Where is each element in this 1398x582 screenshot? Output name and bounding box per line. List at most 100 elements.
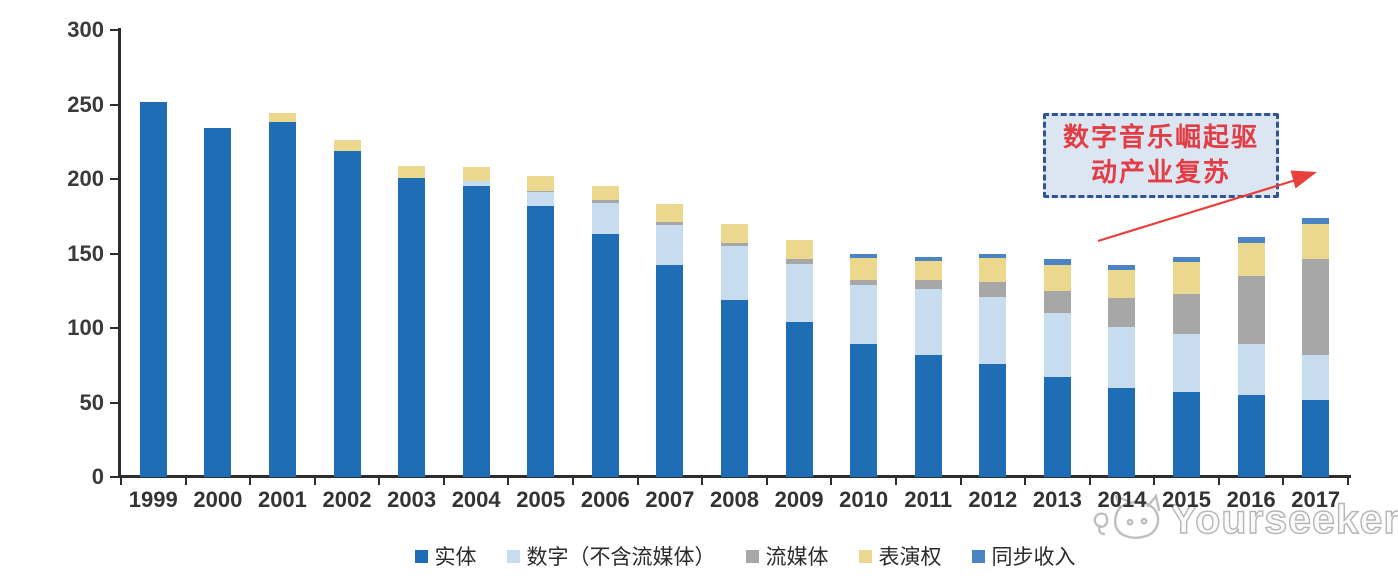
segment-performance-rights <box>462 167 490 181</box>
segment-performance-rights <box>1237 243 1265 276</box>
segment-digital-excl-streaming <box>591 202 619 235</box>
segment-sync-revenue <box>1043 259 1071 266</box>
segment-streaming <box>656 222 684 226</box>
x-axis-label-2006: 2006 <box>580 487 630 512</box>
segment-performance-rights <box>1043 265 1071 291</box>
x-axis-tick <box>894 478 897 485</box>
x-axis-tick <box>830 478 833 485</box>
segment-performance-rights <box>1173 262 1201 294</box>
x-axis-label-2002: 2002 <box>322 487 372 512</box>
legend-item-performance: 表演权 <box>858 541 942 571</box>
segment-streaming <box>527 190 555 193</box>
x-axis-tick <box>1088 478 1091 485</box>
bar-2012 <box>979 253 1007 477</box>
segment-performance-rights <box>1108 269 1136 299</box>
segment-sync-revenue <box>1108 265 1136 270</box>
legend-label: 实体 <box>434 545 477 569</box>
segment-digital-excl-streaming <box>1108 326 1136 388</box>
bar-2006 <box>591 186 619 477</box>
bar-2002 <box>333 140 361 477</box>
x-axis-label-2013: 2013 <box>1032 487 1082 512</box>
y-axis-tick <box>110 103 119 106</box>
segment-digital-excl-streaming <box>721 246 748 300</box>
legend-item-physical: 实体 <box>414 541 477 571</box>
segment-streaming <box>591 199 619 203</box>
annotation-box: 数字音乐崛起驱 动产业复苏 <box>1043 113 1279 198</box>
segment-sync-revenue <box>914 256 942 261</box>
x-axis-label-2012: 2012 <box>968 487 1018 512</box>
bar-2001 <box>268 113 296 477</box>
segment-streaming <box>1173 293 1201 334</box>
segment-performance-rights <box>914 260 942 281</box>
segment-streaming <box>979 281 1007 297</box>
segment-performance-rights <box>398 165 426 178</box>
x-axis-label-2003: 2003 <box>387 487 437 512</box>
annotation-text-line2: 动产业复苏 <box>1090 157 1231 188</box>
annotation-text-line1: 数字音乐崛起驱 <box>1062 122 1259 153</box>
legend-label: 同步收入 <box>991 545 1076 569</box>
bar-2011 <box>914 256 942 477</box>
segment-physical <box>914 354 942 477</box>
segment-physical <box>1173 392 1201 477</box>
x-axis-label-2016: 2016 <box>1226 487 1276 512</box>
segment-streaming <box>1108 298 1136 327</box>
bar-2016 <box>1237 237 1265 477</box>
segment-streaming <box>1043 290 1071 314</box>
segment-digital-excl-streaming <box>527 192 555 206</box>
y-axis-tick <box>110 29 119 31</box>
legend-item-streaming: 流媒体 <box>745 541 829 571</box>
x-axis-tick <box>636 478 639 485</box>
segment-streaming <box>721 243 748 247</box>
legend-label: 数字（不含流媒体） <box>526 545 716 569</box>
segment-physical <box>268 122 296 477</box>
segment-streaming <box>1302 259 1330 355</box>
segment-digital-excl-streaming <box>785 263 813 323</box>
x-axis-tick <box>572 478 575 485</box>
x-axis-tick <box>507 478 510 485</box>
segment-physical <box>850 344 878 477</box>
x-axis-label-2010: 2010 <box>839 487 889 512</box>
x-axis-label-2000: 2000 <box>193 487 243 512</box>
legend-swatch-streaming <box>745 549 759 563</box>
segment-physical <box>139 101 167 477</box>
y-axis-line <box>118 28 121 478</box>
bar-2015 <box>1173 256 1201 477</box>
bar-2010 <box>850 253 878 477</box>
segment-digital-excl-streaming <box>1302 354 1330 400</box>
segment-digital-excl-streaming <box>914 289 942 355</box>
segment-physical <box>462 186 490 477</box>
segment-physical <box>979 363 1007 477</box>
segment-performance-rights <box>785 240 813 260</box>
segment-physical <box>591 234 619 477</box>
legend-swatch-digital <box>506 549 520 563</box>
segment-digital-excl-streaming <box>462 180 490 187</box>
segment-performance-rights <box>656 204 684 223</box>
segment-digital-excl-streaming <box>979 296 1007 364</box>
segment-streaming <box>785 259 813 264</box>
x-axis-tick <box>442 478 445 485</box>
y-axis-tick <box>110 327 119 329</box>
x-axis-label-2017: 2017 <box>1291 487 1341 512</box>
segment-physical <box>1302 399 1330 477</box>
segment-sync-revenue <box>850 253 878 258</box>
segment-sync-revenue <box>1237 237 1265 244</box>
x-axis-label-2015: 2015 <box>1162 487 1212 512</box>
segment-performance-rights <box>721 223 748 244</box>
segment-sync-revenue <box>1302 217 1330 224</box>
segment-physical <box>721 299 748 477</box>
segment-digital-excl-streaming <box>850 284 878 345</box>
x-axis-label-2004: 2004 <box>451 487 501 512</box>
segment-streaming <box>850 280 878 285</box>
y-axis-tick <box>110 401 119 404</box>
y-axis-tick <box>110 252 119 255</box>
x-axis-tick <box>313 478 316 485</box>
legend-item-sync: 同步收入 <box>971 541 1076 571</box>
segment-performance-rights <box>268 113 296 123</box>
x-axis-tick <box>1024 478 1027 485</box>
bar-2014 <box>1108 265 1136 477</box>
bar-2005 <box>527 176 555 477</box>
segment-physical <box>204 128 232 477</box>
legend-swatch-performance <box>858 549 872 563</box>
bar-2004 <box>462 167 490 477</box>
legend-item-digital: 数字（不含流媒体） <box>506 541 716 571</box>
